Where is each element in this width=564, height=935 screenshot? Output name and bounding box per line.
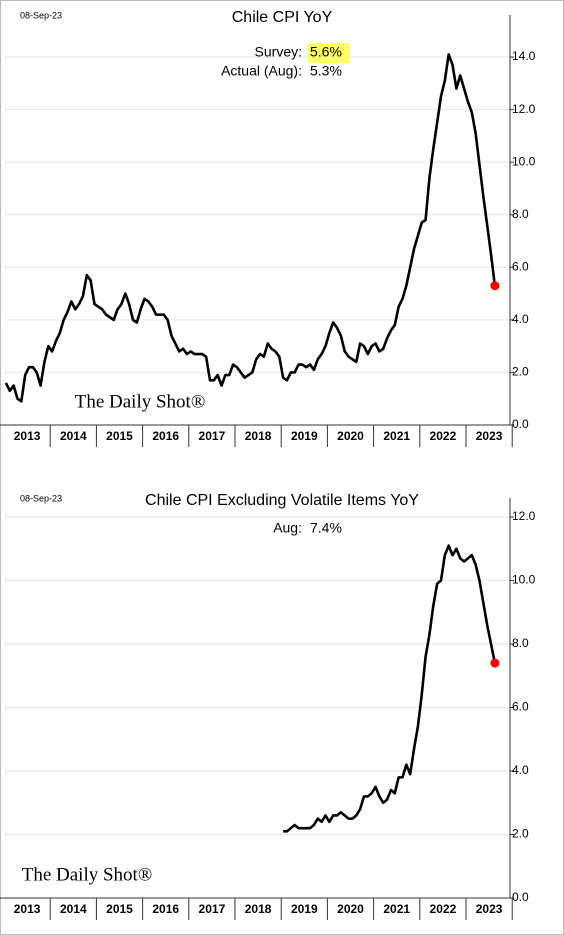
watermark: The Daily Shot® [75,391,206,412]
annotation-value: 5.6% [310,44,342,60]
chart-title: Chile CPI Excluding Volatile Items YoY [145,492,419,509]
line [4,53,497,403]
date-label: 08-Sep-23 [20,10,62,20]
x-tick-label: 2014 [60,429,87,443]
x-tick-label: 2016 [152,902,179,916]
y-tick-label: 8.0 [512,636,529,650]
y-tick-label: 6.0 [512,700,529,714]
x-tick-label: 2020 [337,429,364,443]
x-tick-label: 2015 [106,429,133,443]
annotation-value: 5.3% [310,63,342,79]
x-tick-label: 2018 [245,429,272,443]
chart-title: Chile CPI YoY [232,9,333,26]
x-tick-label: 2019 [291,902,318,916]
x-tick-label: 2022 [430,902,457,916]
y-tick-label: 4.0 [512,763,529,777]
x-tick-label: 2023 [476,902,503,916]
x-tick-label: 2023 [476,429,503,443]
x-tick-label: 2014 [60,902,87,916]
y-tick-label: 12.0 [512,509,536,523]
x-tick-label: 2013 [14,902,41,916]
date-label: 08-Sep-23 [20,493,62,503]
highlight [308,43,350,63]
y-tick-label: 14.0 [512,49,536,63]
x-tick-label: 2019 [291,429,318,443]
last-point [490,658,500,668]
y-tick-label: 0.0 [512,417,529,431]
annotation-label: Actual (Aug): [221,63,302,79]
x-tick-label: 2017 [199,902,226,916]
x-tick-label: 2020 [337,902,364,916]
x-tick-label: 2016 [152,429,179,443]
annotation-value: 7.4% [310,520,342,536]
annotation-label: Survey: [255,44,302,60]
y-tick-label: 0.0 [512,890,529,904]
watermark: The Daily Shot® [22,864,153,885]
x-tick-label: 2015 [106,902,133,916]
annotation-label: Aug: [273,520,302,536]
y-tick-label: 8.0 [512,207,529,221]
x-tick-label: 2021 [383,429,410,443]
x-tick-label: 2018 [245,902,272,916]
x-tick-label: 2022 [430,429,457,443]
line [283,544,497,833]
y-tick-label: 10.0 [512,154,536,168]
x-tick-label: 2017 [199,429,226,443]
y-tick-label: 2.0 [512,365,529,379]
y-tick-label: 10.0 [512,573,536,587]
last-point [490,281,500,291]
y-tick-label: 4.0 [512,312,529,326]
x-tick-label: 2013 [14,429,41,443]
y-tick-label: 6.0 [512,259,529,273]
y-tick-label: 2.0 [512,827,529,841]
x-tick-label: 2021 [383,902,410,916]
y-tick-label: 12.0 [512,102,536,116]
